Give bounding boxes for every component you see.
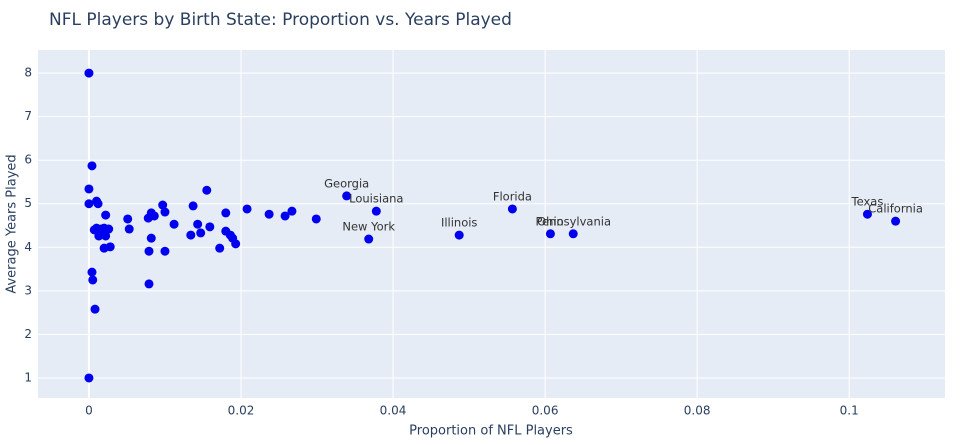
- plot-area: [38, 50, 945, 398]
- point: [287, 206, 297, 216]
- point: [280, 211, 290, 221]
- y-axis-title: Average Years Played: [5, 154, 20, 293]
- point: [342, 191, 352, 201]
- point-label: California: [868, 202, 923, 216]
- chart-title: NFL Players by Birth State: Proportion v…: [49, 10, 512, 30]
- point: [93, 199, 103, 209]
- point: [169, 219, 179, 229]
- point: [160, 246, 170, 256]
- point: [454, 230, 464, 240]
- x-tick-label: 0.02: [228, 404, 255, 418]
- point: [507, 204, 517, 214]
- y-tick-label: 1: [24, 370, 32, 384]
- point: [186, 230, 196, 240]
- x-tick-label: 0.04: [380, 404, 407, 418]
- y-tick-label: 6: [24, 153, 32, 167]
- point: [84, 68, 94, 78]
- point: [146, 233, 156, 243]
- point-label: Texas: [851, 195, 884, 209]
- point-label: Pennsylvania: [535, 214, 611, 228]
- point: [90, 304, 100, 314]
- point-label: Ohio: [537, 214, 564, 228]
- point: [891, 216, 901, 226]
- x-tick-label: 0: [85, 404, 93, 418]
- y-tick-label: 8: [24, 66, 32, 80]
- point: [364, 234, 374, 244]
- x-axis-title: Proportion of NFL Players: [409, 424, 573, 439]
- point-label: Florida: [493, 189, 532, 203]
- point: [242, 204, 252, 214]
- point: [124, 224, 134, 234]
- point: [188, 201, 198, 211]
- point: [231, 239, 241, 249]
- point: [264, 209, 274, 219]
- point: [568, 229, 578, 239]
- point-label: Louisiana: [349, 192, 403, 206]
- point: [545, 229, 555, 239]
- point: [311, 214, 321, 224]
- point: [371, 206, 381, 216]
- point-label: Georgia: [324, 176, 369, 190]
- y-tick-label: 2: [24, 327, 32, 341]
- point: [84, 373, 94, 383]
- point: [87, 161, 97, 171]
- point: [202, 185, 212, 195]
- point: [105, 242, 115, 252]
- y-tick-label: 4: [24, 240, 32, 254]
- point: [84, 184, 94, 194]
- point: [160, 207, 170, 217]
- point: [215, 243, 225, 253]
- point: [84, 199, 94, 209]
- y-tick-label: 7: [24, 109, 32, 123]
- x-tick-label: 0.06: [532, 404, 559, 418]
- point: [221, 208, 231, 218]
- point: [158, 200, 168, 210]
- y-tick-label: 5: [24, 196, 32, 210]
- point: [193, 219, 203, 229]
- point: [205, 222, 215, 232]
- y-tick-label: 3: [24, 283, 32, 297]
- x-tick-label: 0.08: [684, 404, 711, 418]
- x-tick-label: 0.1: [840, 404, 859, 418]
- point: [123, 214, 133, 224]
- point: [101, 231, 111, 241]
- point: [149, 211, 159, 221]
- point: [94, 231, 104, 241]
- point: [862, 209, 872, 219]
- point: [104, 224, 114, 234]
- point: [101, 210, 111, 220]
- point: [88, 275, 98, 285]
- point-label: Illinois: [441, 216, 478, 230]
- point: [87, 267, 97, 277]
- point: [144, 279, 154, 289]
- point-label: New York: [342, 220, 395, 234]
- point: [196, 228, 206, 238]
- point: [144, 246, 154, 256]
